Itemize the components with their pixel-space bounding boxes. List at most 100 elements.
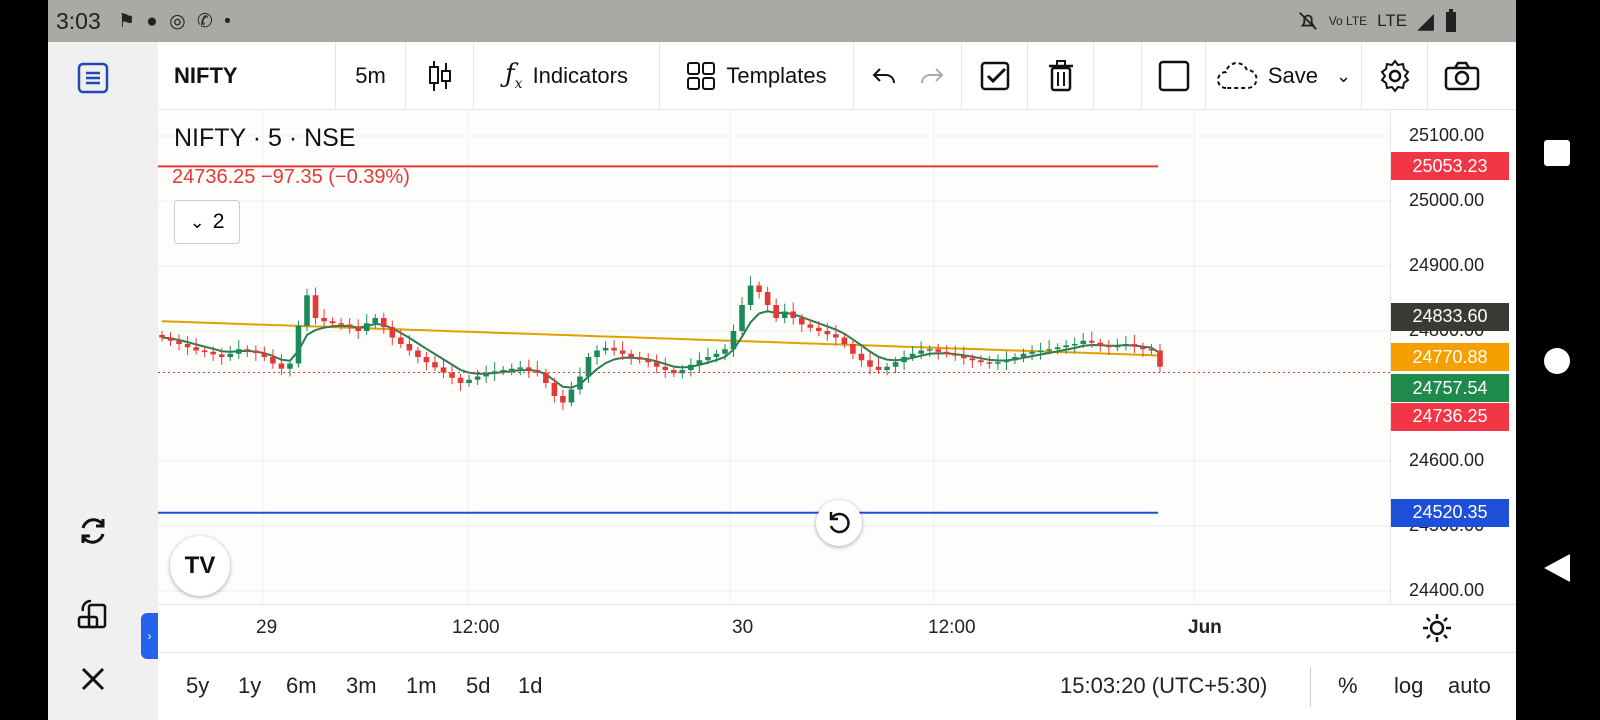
candle-body [713, 353, 720, 357]
candle-body [875, 366, 882, 370]
tradingview-logo[interactable]: TV [170, 536, 230, 596]
candle-body [602, 347, 609, 351]
candle-body [1148, 349, 1155, 351]
chevron-down-icon[interactable]: ⌄ [1336, 65, 1352, 86]
price-chart[interactable] [158, 110, 1390, 604]
collapse-indicators-button[interactable]: ⌄ 2 [174, 200, 240, 244]
candles-icon [428, 61, 451, 91]
candle-body [363, 323, 370, 331]
templates-label: Templates [726, 63, 827, 88]
candle-body [261, 353, 268, 357]
range-5y[interactable]: 5y [186, 673, 210, 698]
candle-body [167, 337, 174, 341]
candle-body [850, 344, 856, 354]
candle-body [1080, 340, 1087, 344]
redo-icon[interactable] [919, 65, 945, 87]
menu-button[interactable] [73, 58, 113, 98]
price-badge: 24736.25 [1391, 402, 1509, 431]
price-tick: 24400.00 [1409, 580, 1485, 600]
candle-body [235, 349, 242, 354]
symbol-search-button[interactable]: NIFTY [158, 42, 336, 110]
candle-body [508, 368, 515, 371]
save-button[interactable]: Save ⌄ [1206, 42, 1362, 110]
axis-settings-icon[interactable] [1422, 613, 1452, 648]
range-5d[interactable]: 5d [466, 673, 491, 698]
candle-body [560, 396, 566, 403]
rotate-button[interactable] [73, 511, 113, 551]
chart-toolbar: NIFTY 5m ƒx Indicators Templates Save ⌄ [158, 42, 1516, 110]
candle-body [329, 321, 336, 324]
candle-body [730, 331, 737, 350]
templates-button[interactable]: Templates [660, 42, 854, 110]
candle-body [1029, 351, 1035, 354]
layout-button[interactable] [1142, 42, 1206, 110]
percent-toggle[interactable]: % [1338, 673, 1358, 698]
candle-body [449, 372, 455, 378]
candle-body [500, 370, 506, 372]
candle-body [423, 357, 430, 363]
candle-body [244, 349, 251, 351]
candle-body [773, 305, 779, 318]
range-1d[interactable]: 1d [518, 673, 543, 698]
candle-body [312, 295, 319, 318]
chart-type-button[interactable] [406, 42, 474, 110]
snapshot-button[interactable] [1428, 42, 1496, 110]
nav-bar [1516, 0, 1600, 720]
candle-body [483, 373, 489, 377]
ema-line [161, 310, 1161, 389]
candle-body [440, 367, 447, 373]
price-badge: 24757.54 [1391, 374, 1509, 403]
time-axis[interactable]: 29 12:00 30 12:00 Jun [158, 604, 1516, 652]
home-button[interactable] [1544, 348, 1570, 374]
save-label: Save [1267, 63, 1319, 88]
candle-body [534, 370, 541, 373]
timestamp[interactable]: 15:03:20 (UTC+5:30) [1060, 673, 1268, 698]
time-tick: 12:00 [452, 617, 500, 638]
chevron-down-icon: ⌄ [189, 211, 205, 232]
candle-body [935, 349, 942, 352]
range-1y[interactable]: 1y [238, 673, 262, 698]
signal-icon: ◢ [1417, 8, 1434, 33]
candle-body [577, 376, 583, 390]
candle-body [201, 350, 208, 352]
expand-panel-tab[interactable]: › [141, 613, 158, 659]
auto-toggle[interactable]: auto [1448, 673, 1491, 698]
reset-chart-button[interactable] [816, 500, 862, 546]
price-tick: 24900.00 [1409, 255, 1485, 275]
bottom-toolbar: 5y 1y 6m 3m 1m 5d 1d 15:03:20 (UTC+5:30)… [158, 652, 1516, 720]
candle-body [952, 353, 959, 356]
indicator-count: 2 [212, 210, 225, 233]
candle-body [525, 367, 532, 370]
candle-body [645, 359, 652, 363]
time-tick: 29 [256, 617, 278, 638]
candle-body [1140, 346, 1146, 350]
candle-body [218, 354, 225, 357]
trash-icon [1048, 60, 1073, 92]
back-button[interactable] [1544, 554, 1570, 582]
recents-button[interactable] [1544, 140, 1570, 166]
select-button[interactable] [962, 42, 1028, 110]
interval-button[interactable]: 5m [336, 42, 406, 110]
range-1m[interactable]: 1m [406, 673, 437, 698]
candle-body [969, 358, 976, 361]
settings-button[interactable] [1362, 42, 1428, 110]
range-6m[interactable]: 6m [286, 673, 317, 698]
candle-body [210, 351, 216, 355]
candle-body [1063, 345, 1069, 348]
legend-title[interactable]: NIFTY · 5 · NSE [174, 124, 356, 152]
left-sidebar: › [48, 42, 158, 720]
undo-icon[interactable] [871, 65, 897, 87]
price-tick: 24600.00 [1409, 450, 1485, 470]
candle-body [961, 355, 967, 359]
log-toggle[interactable]: log [1394, 673, 1424, 698]
range-3m[interactable]: 3m [346, 673, 377, 698]
close-button[interactable] [73, 659, 113, 699]
candle-body [176, 340, 182, 344]
screen-rotate-button[interactable] [73, 593, 113, 633]
candle-body [551, 383, 558, 396]
status-time: 3:03 [56, 8, 101, 34]
candle-body [355, 327, 361, 331]
candle-body [466, 379, 472, 383]
delete-button[interactable] [1028, 42, 1094, 110]
indicators-button[interactable]: ƒx Indicators [474, 42, 660, 110]
